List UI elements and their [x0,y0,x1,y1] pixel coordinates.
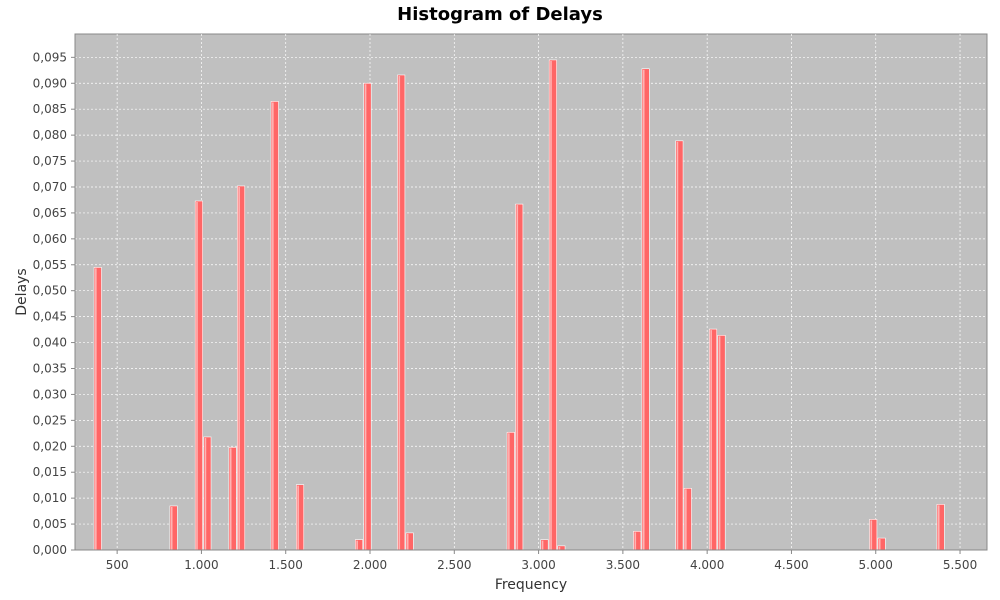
histogram-bar [641,68,650,551]
bar-highlight [718,336,721,550]
bar-highlight [550,60,552,550]
histogram-bar [709,328,718,551]
bars [93,59,945,551]
bar-highlight [356,540,358,550]
bar-highlight [364,84,367,551]
histogram-bar [194,200,203,551]
histogram-bar [683,487,692,551]
bar-highlight [676,141,679,551]
bar-highlight [196,201,198,550]
histogram-bar [548,59,557,551]
y-tick-label: 0,080 [33,128,67,142]
histogram-bar [397,74,406,551]
histogram-bar [237,185,246,551]
histogram-bar [557,545,566,551]
y-tick-label: 0,035 [33,361,67,375]
bar-highlight [541,540,544,550]
x-axis-title: Frequency [495,577,567,593]
bar-highlight [297,485,299,550]
histogram-bar [296,484,305,551]
histogram-bar [363,82,372,551]
bar-highlight [95,268,97,550]
y-tick-label: 0,010 [33,491,67,505]
bar-highlight [272,102,274,550]
y-tick-label: 0,045 [33,310,67,324]
bar-highlight [508,433,510,550]
bar-highlight [398,75,401,550]
histogram-bar [936,504,945,551]
x-tick-label: 5.500 [943,558,977,572]
y-tick-label: 0,090 [33,76,67,90]
axes: 0,000 0,005 0,010 0,015 0,020 0,025 0,030 0,035… [33,34,987,572]
histogram-bar [355,539,364,551]
y-tick-label: 0,055 [33,258,67,272]
bar-highlight [878,539,881,550]
bar-highlight [642,69,645,550]
y-tick-label: 0,050 [33,284,67,298]
y-tick-label: 0,030 [33,387,67,401]
y-tick-label: 0,060 [33,232,67,246]
x-tick-label: 2.000 [353,558,387,572]
y-tick-label: 0,000 [33,543,67,557]
y-tick-label: 0,070 [33,180,67,194]
plot-area [74,33,988,551]
y-tick-label: 0,025 [33,413,67,427]
x-tick-label: 1.000 [184,558,218,572]
bar-highlight [516,205,519,550]
histogram-bar [540,539,549,551]
y-tick-label: 0,065 [33,206,67,220]
x-tick-label: 5.000 [859,558,893,572]
x-tick-label: 3.500 [606,558,640,572]
histogram-bar [270,101,279,551]
bar-highlight [204,437,207,550]
x-tick-label: 4.000 [690,558,724,572]
histogram-bar [633,531,642,551]
y-tick-label: 0,020 [33,439,67,453]
histogram-bar [228,447,237,551]
bar-highlight [238,186,240,550]
y-tick-label: 0,095 [33,50,67,64]
y-axis-title: Delays [14,268,30,315]
y-tick-label: 0,085 [33,102,67,116]
histogram-bar [515,203,524,551]
chart-title: Histogram of Delays [397,4,603,25]
histogram-bar [869,519,878,551]
y-tick-label: 0,015 [33,465,67,479]
bar-highlight [406,533,409,550]
bar-highlight [634,532,637,550]
histogram-bar [405,532,414,551]
bar-highlight [170,506,173,550]
histogram-bar [675,140,684,551]
histogram-bar [169,505,178,551]
bar-highlight [870,520,873,550]
bar-highlight [558,546,561,550]
bar-highlight [229,448,232,550]
bar-highlight [685,489,687,550]
histogram-bar [93,267,102,551]
histogram-bar [506,431,515,551]
histogram-bar [203,436,212,551]
bar-highlight [710,330,712,550]
bar-highlight [937,505,940,550]
histogram-bar [877,537,886,551]
histogram-bar [717,335,726,551]
y-tick-label: 0,075 [33,154,67,168]
x-tick-label: 1.500 [269,558,303,572]
x-tick-label: 4.500 [774,558,808,572]
y-tick-label: 0,005 [33,517,67,531]
x-tick-label: 3.000 [521,558,555,572]
x-tick-label: 500 [106,558,129,572]
y-tick-label: 0,040 [33,336,67,350]
x-tick-label: 2.500 [437,558,471,572]
